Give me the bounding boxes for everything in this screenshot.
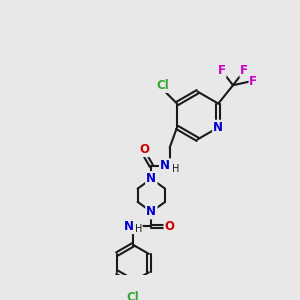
Text: N: N [213,121,223,134]
Text: N: N [146,205,156,218]
Text: N: N [123,220,134,233]
Text: Cl: Cl [156,79,169,92]
Text: Cl: Cl [127,290,140,300]
Text: H: H [135,224,142,234]
Text: F: F [240,64,248,77]
Text: H: H [172,164,179,174]
Text: N: N [160,159,170,172]
Text: O: O [139,143,149,156]
Text: O: O [165,220,175,233]
Text: F: F [249,75,257,88]
Text: N: N [146,172,156,185]
Text: F: F [218,64,226,77]
